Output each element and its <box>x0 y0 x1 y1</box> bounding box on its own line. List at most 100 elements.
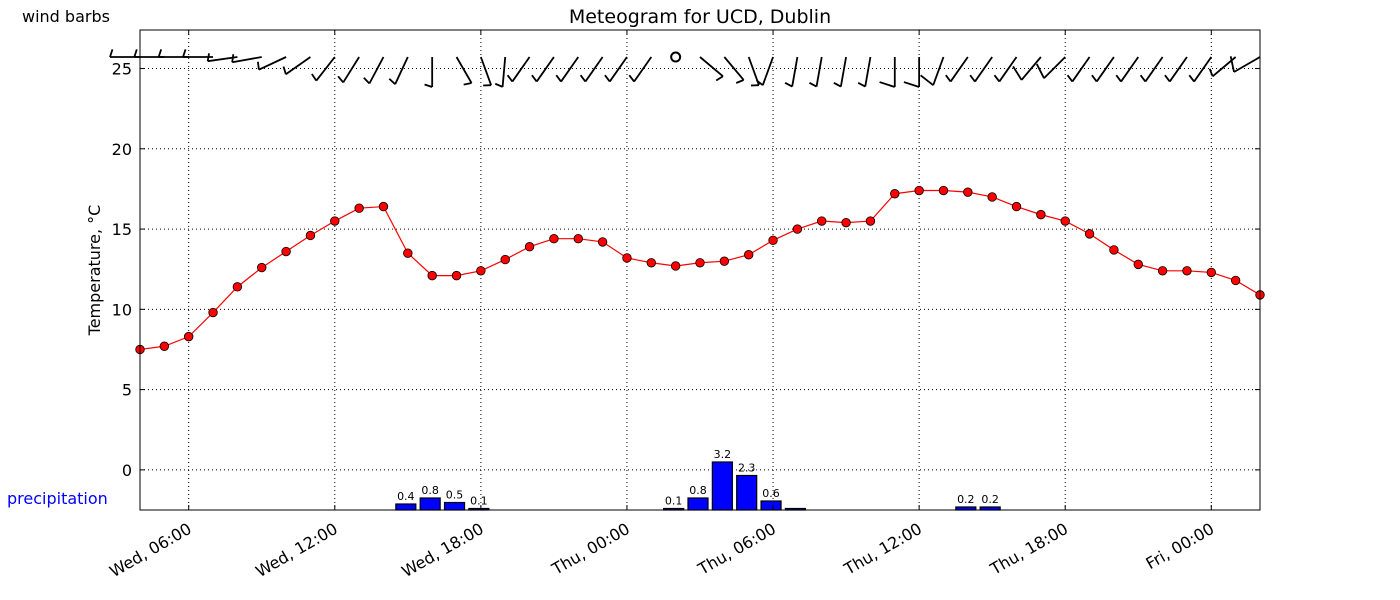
temperature-point <box>1109 245 1119 255</box>
temperature-point <box>524 242 535 252</box>
wind-barb <box>699 56 724 82</box>
y-axis-label: Temperature, °C <box>85 205 104 337</box>
y-tick-label: 0 <box>122 461 132 480</box>
wind-barb <box>337 56 360 84</box>
wind-barb <box>1115 56 1139 83</box>
temperature-point <box>1157 266 1168 276</box>
wind-barb <box>480 56 492 87</box>
temperature-line <box>139 189 1261 351</box>
barb-feather <box>735 79 744 84</box>
barb-feather <box>579 74 587 83</box>
barb-feather <box>604 74 611 83</box>
barb-staff <box>791 56 799 87</box>
barb-staff <box>1144 56 1164 83</box>
temperature-point <box>646 258 657 268</box>
barb-staff <box>1020 56 1042 81</box>
barb-staff <box>723 56 745 81</box>
temperature-point <box>938 185 949 196</box>
barb-feather <box>833 81 842 88</box>
plot-frame <box>139 29 1261 511</box>
temperature-point <box>841 217 851 228</box>
wind-barb <box>494 56 507 88</box>
barb-staff <box>342 56 360 83</box>
calm-wind-circle <box>670 51 682 63</box>
barb-feather <box>993 74 1001 83</box>
wind-barb <box>231 54 262 64</box>
temperature-point <box>281 246 291 257</box>
wind-barb <box>993 56 1018 83</box>
barb-feather <box>1066 74 1074 83</box>
x-tick-label: Thu, 12:00 <box>840 519 925 579</box>
temperature-point <box>573 233 583 244</box>
barb-feather <box>133 49 138 58</box>
barb-feather <box>231 54 235 63</box>
barb-feather <box>809 81 817 88</box>
wind-barb <box>388 56 409 85</box>
barb-staff <box>560 56 579 83</box>
temperature-point <box>1133 259 1143 270</box>
barb-staff <box>1071 56 1091 83</box>
barb-feather <box>1229 56 1235 73</box>
temperature-point <box>403 248 413 258</box>
temperature-point <box>451 270 462 281</box>
temperature-point <box>792 224 803 234</box>
temperature-point <box>354 203 364 213</box>
barb-feather <box>424 83 433 88</box>
temperature-point <box>865 216 876 226</box>
wind-barb <box>424 57 434 88</box>
barb-staff <box>1095 56 1115 83</box>
x-tick-label: Wed, 06:00 <box>106 519 194 581</box>
wind-barb <box>628 56 653 83</box>
barb-staff <box>864 56 872 87</box>
wind-barb <box>903 57 921 88</box>
barb-staff <box>232 56 262 64</box>
barb-feather <box>311 73 318 82</box>
barb-feather <box>969 74 976 83</box>
precipitation-value-label: 0.4 <box>397 490 415 503</box>
y-tick-label: 5 <box>122 381 132 400</box>
barb-staff <box>815 56 823 87</box>
precipitation-bar <box>395 503 417 511</box>
barb-staff <box>1169 56 1188 83</box>
wind-barb <box>1012 56 1042 81</box>
axis-ticks: 0 5 10 15 20 25 Wed, 06:00 Wed, 12:00 Wed, 18:00… <box>106 30 1260 581</box>
wind-barbs <box>109 49 1261 88</box>
x-tick-label: Wed, 18:00 <box>398 519 486 581</box>
barb-staff <box>455 56 473 84</box>
precipitation-value-label: 0.1 <box>665 495 683 508</box>
wind-barb <box>1139 56 1164 83</box>
temperature-point <box>305 230 316 241</box>
temperature-point <box>670 261 681 271</box>
wind-barb <box>506 56 531 83</box>
wind-barb <box>920 56 945 86</box>
barb-feather <box>879 81 896 88</box>
barb-feather <box>109 49 114 58</box>
precipitation-bar <box>760 500 782 511</box>
barb-feather <box>1208 68 1214 77</box>
wind-barb <box>833 56 847 88</box>
temperature-point <box>1206 267 1217 278</box>
barb-feather <box>337 75 344 84</box>
wind-barb <box>879 57 896 88</box>
wind-barb <box>363 56 385 85</box>
temperature-point <box>1230 275 1241 286</box>
barb-staff <box>998 56 1018 83</box>
y-tick-label: 20 <box>112 140 132 159</box>
temperature-point <box>183 331 194 342</box>
temperature-point <box>695 258 705 268</box>
wind-barb <box>311 56 336 82</box>
precipitation-bar <box>711 461 733 511</box>
wind-barb <box>784 56 799 88</box>
barb-feather <box>920 74 934 86</box>
barb-feather <box>1139 74 1147 83</box>
precipitation-bar <box>443 501 466 511</box>
temperature-point <box>719 256 730 266</box>
barb-feather <box>363 77 371 85</box>
barb-feather <box>1115 74 1122 83</box>
barb-staff <box>1120 56 1139 83</box>
barb-feather <box>1188 74 1195 83</box>
wind-barb <box>531 56 555 83</box>
barb-feather <box>206 53 210 62</box>
temperature-point <box>987 192 997 202</box>
barb-staff <box>1193 56 1213 83</box>
